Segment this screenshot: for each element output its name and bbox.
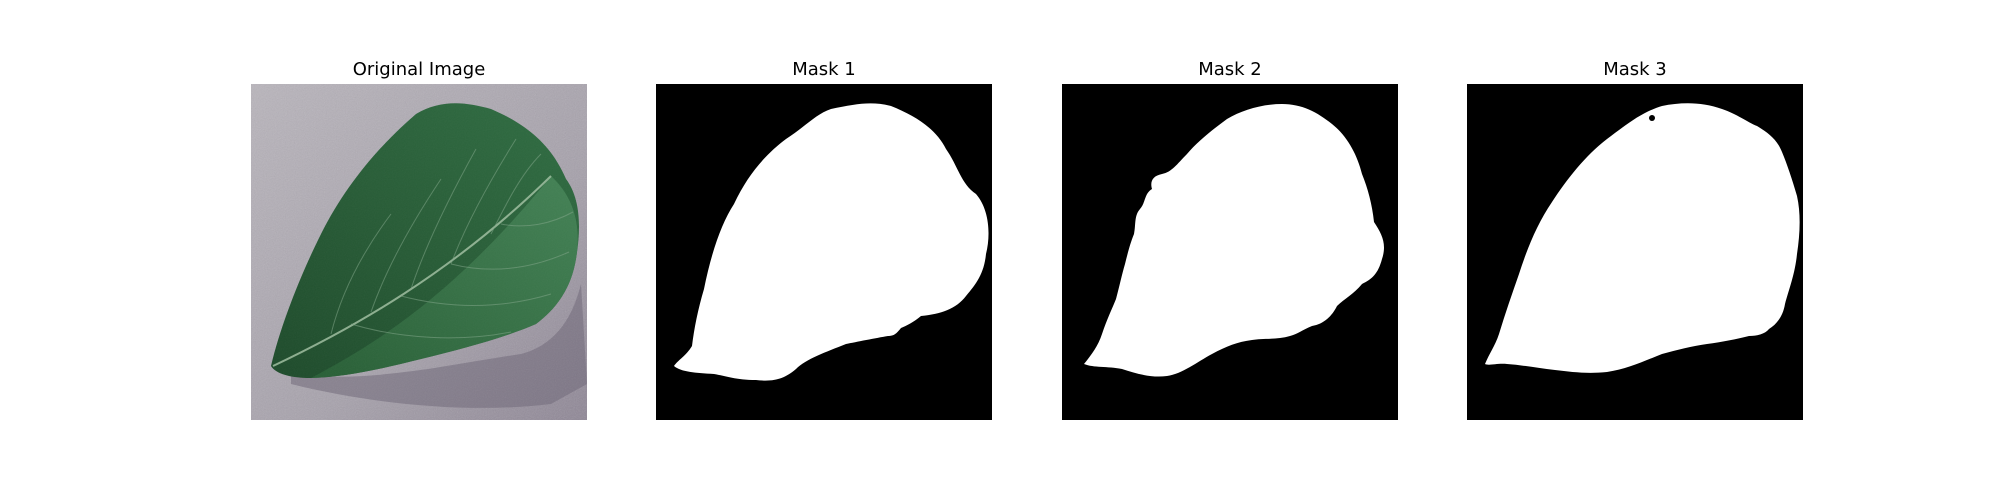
mask-3: [1467, 84, 1803, 420]
mask-2: [1062, 84, 1398, 420]
leaf-photo: [251, 84, 587, 420]
mask-1: [656, 84, 992, 420]
mask-1-shape: [656, 84, 992, 420]
original-image: [251, 84, 587, 420]
mask-3-title: Mask 3: [1603, 59, 1667, 80]
mask-2-title: Mask 2: [1198, 59, 1262, 80]
mask-2-shape: [1062, 84, 1398, 420]
mask-1-title: Mask 1: [792, 59, 856, 80]
original-image-title: Original Image: [352, 59, 486, 80]
mask-3-shape: [1467, 84, 1803, 420]
